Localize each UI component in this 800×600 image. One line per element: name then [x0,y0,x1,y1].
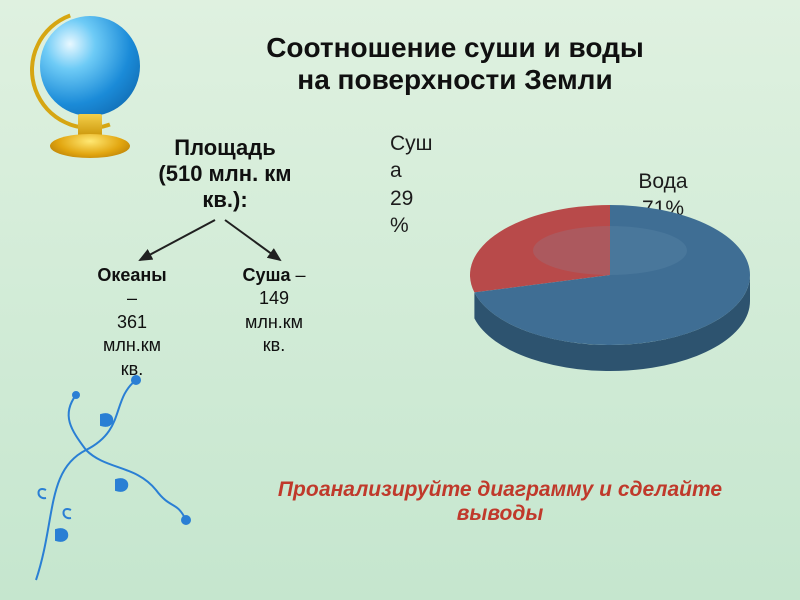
pie-label-land-l2: а [390,159,402,182]
leaf-land-value-1: 149 [214,287,334,310]
leaf-land-label: Суша [242,265,290,285]
subtitle-line-1: Площадь [100,135,350,161]
title-line-2: на поверхности Земли [150,64,760,96]
subtitle-line-2: (510 млн. км [100,161,350,187]
leaf-oceans-value-2: млн.км [72,334,192,357]
title-line-1: Соотношение суши и воды [150,32,760,64]
pie-label-land-l4: % [390,214,409,237]
floral-ornament [16,360,196,590]
page-title: Соотношение суши и воды на поверхности З… [150,32,760,96]
pie-label-land-l1: Суш [390,132,433,155]
leaf-oceans-label: Океаны [97,265,166,285]
pie-label-land-l3: 29 [390,187,413,210]
area-subtitle: Площадь (510 млн. км кв.): [100,135,350,213]
leaf-oceans-value-1: 361 [72,311,192,334]
leaf-land-value-2: млн.км [214,311,334,334]
pie-chart [450,180,770,390]
tree-arrows [110,218,330,268]
globe-sphere [40,16,140,116]
leaf-land-dash: – [291,265,306,285]
leaf-land-value-3: кв. [214,334,334,357]
tree-leaf-land: Суша – 149 млн.км кв. [214,264,334,358]
instruction-text: Проанализируйте диаграмму и сделайте выв… [240,478,760,526]
subtitle-line-3: кв.): [100,187,350,213]
leaf-oceans-dash: – [72,287,192,310]
